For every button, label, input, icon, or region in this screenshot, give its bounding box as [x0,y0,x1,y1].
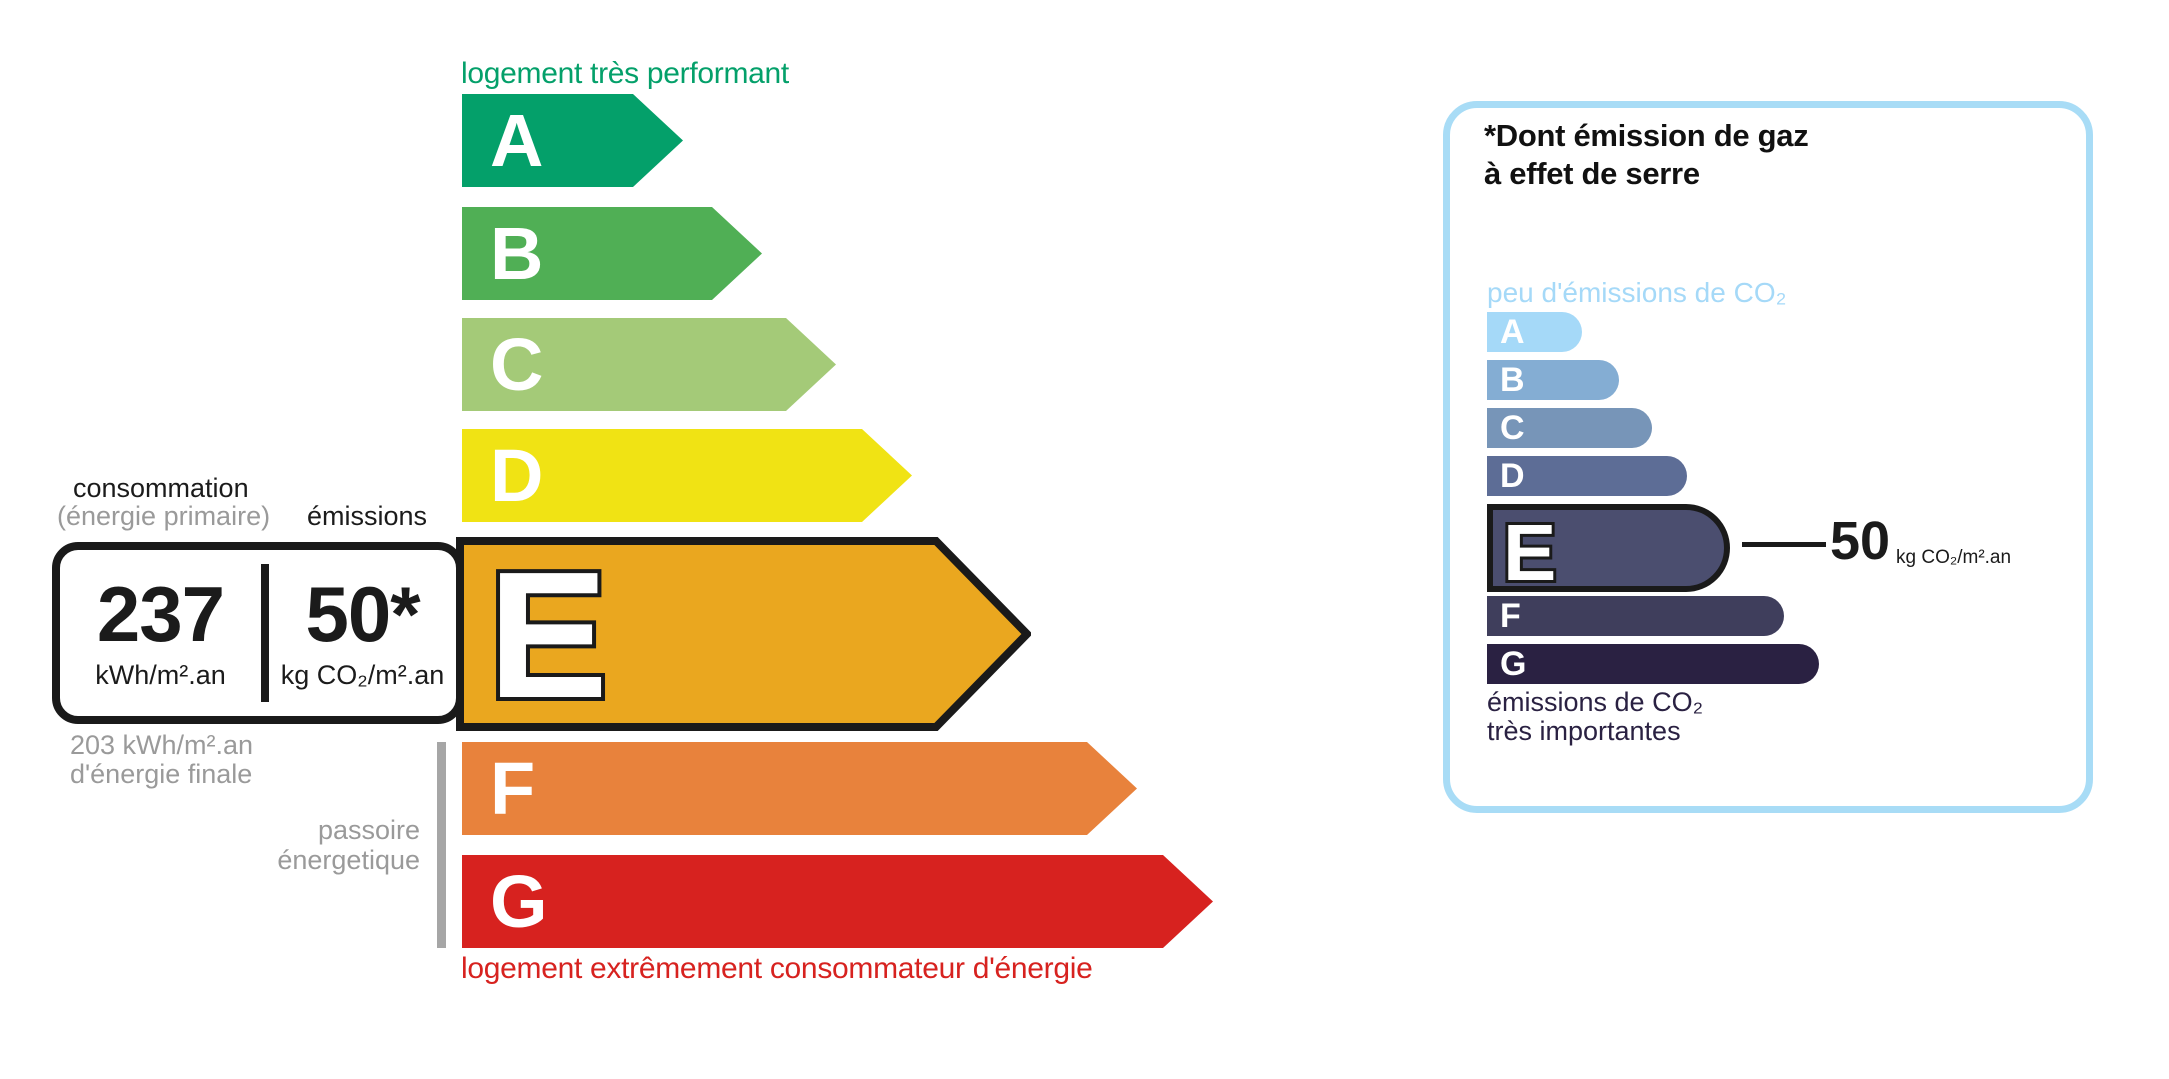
co2-bar-d: D [1487,456,1687,496]
rating-values-box: 237 kWh/m².an 50* kg CO₂/m².an [52,542,464,724]
energy-arrow-g: G [462,855,1213,948]
co2-high-emissions-line1: émissions de CO₂ [1487,687,1704,717]
energy-arrow-f: F [462,742,1137,835]
energy-arrow-g-letter: G [490,859,548,943]
co2-bar-b: B [1487,360,1619,400]
energy-arrow-e-letter: E [488,537,608,731]
consumption-unit: kWh/m².an [95,660,226,690]
energy-arrow-c: C [462,318,836,411]
energy-arrow-e-highlighted: E [456,537,1031,731]
energy-sieve-bracket-bar [437,742,446,948]
co2-panel-title-line1: *Dont émission de gaz [1484,118,1809,153]
co2-bar-e-highlighted: E [1487,504,1730,592]
co2-bar-a-letter: A [1500,313,1525,351]
energy-arrow-b: B [462,207,762,300]
energy-arrow-f-letter: F [490,746,536,830]
co2-value-callout-line [1742,542,1826,547]
energy-sieve-line1: passoire [317,815,420,845]
co2-bar-c-letter: C [1500,409,1525,447]
co2-bar-d-letter: D [1500,457,1525,495]
co2-value: 50 [1830,511,1891,571]
energy-arrow-d-letter: D [490,433,544,517]
energy-scale-bottom-label: logement extrêmement consommateur d'éner… [461,952,1093,985]
co2-bar-c: C [1487,408,1652,448]
energy-arrow-a: A [462,94,683,187]
final-energy-line1: 203 kWh/m².an [70,730,254,760]
final-energy-note: 203 kWh/m².an d'énergie finale [70,731,253,789]
co2-bar-e-letter: E [1503,508,1556,592]
energy-arrow-b-letter: B [490,211,544,295]
co2-high-emissions-line2: très importantes [1487,716,1681,746]
co2-bar-g-letter: G [1500,645,1527,683]
co2-bar-f: F [1487,596,1784,636]
energy-sieve-line2: énergetique [277,845,420,875]
co2-high-emissions-label: émissions de CO₂ très importantes [1487,688,1703,746]
consumption-label: consommation [73,473,249,503]
energy-arrow-c-letter: C [490,322,544,406]
emissions-unit: kg CO₂/m².an [280,660,445,690]
primary-energy-sublabel: (énergie primaire) [57,501,271,531]
co2-bar-e-shape [1487,504,1730,592]
co2-panel-title-line2: à effet de serre [1484,156,1700,191]
emissions-value: 50* [305,570,420,658]
energy-arrow-d: D [462,429,912,522]
consumption-value: 237 [96,570,225,658]
energy-arrow-e-shape [456,537,1031,731]
rating-box-divider [261,564,269,702]
emissions-cell: 50* kg CO₂/m².an [269,550,456,716]
co2-panel-title: *Dont émission de gaz à effet de serre [1484,117,1809,193]
emissions-label: émissions [307,501,428,531]
co2-bar-b-letter: B [1500,361,1525,399]
co2-low-emissions-label: peu d'émissions de CO₂ [1487,277,1787,308]
co2-value-unit: kg CO₂/m².an [1896,547,2012,568]
energy-sieve-label: passoire énergetique [200,815,420,875]
final-energy-line2: d'énergie finale [70,759,253,789]
consumption-cell: 237 kWh/m².an [60,550,261,716]
co2-bar-g: G [1487,644,1819,684]
co2-bar-f-letter: F [1500,597,1521,635]
energy-arrow-a-letter: A [490,98,544,182]
co2-bar-a: A [1487,312,1582,352]
energy-scale-top-label: logement très performant [461,57,789,90]
